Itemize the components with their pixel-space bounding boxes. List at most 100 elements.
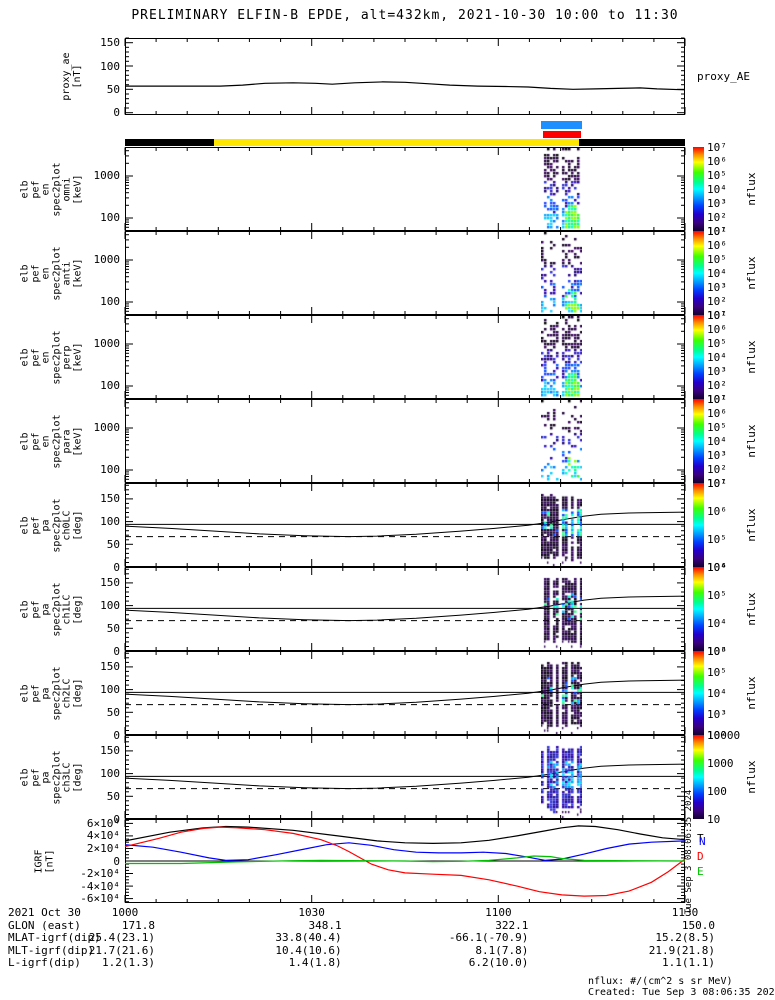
axis-value: 348.1 <box>308 918 342 932</box>
elb_pef_pa_spec2plot_ch3LC-plot <box>124 735 686 820</box>
elb_pef_en_spec2plot_omni-colorbar-tick: 10⁴ <box>707 183 727 196</box>
elb_pef_pa_spec2plot_ch1LC-colorbar-title: nflux <box>745 592 758 626</box>
axis-value: 1030 <box>298 906 325 919</box>
elb_pef_en_spec2plot_anti-colorbar-tick: 10⁶ <box>707 239 727 252</box>
elb_pef_pa_spec2plot_ch2LC-burst-data <box>541 652 583 734</box>
elb_pef_en_spec2plot_omni-colorbar-tick: 10² <box>707 211 727 224</box>
elb_pef_en_spec2plot_perp-colorbar-tick: 10⁴ <box>707 351 727 364</box>
figure-title: PRELIMINARY ELFIN-B EPDE, alt=432km, 202… <box>131 8 679 23</box>
elb_pef_en_spec2plot_perp-ytick: 1000 <box>93 337 121 351</box>
elb_pef_en_spec2plot_para-colorbar <box>693 399 704 483</box>
elb_pef_en_spec2plot_perp-colorbar-tick: 10⁵ <box>707 337 727 350</box>
elb_pef_pa_spec2plot_ch2LC-colorbar-tick: 10⁶ <box>707 645 727 658</box>
elb_pef_pa_spec2plot_ch3LC-colorbar-tick: 100 <box>707 785 727 798</box>
elb_pef_en_spec2plot_omni-colorbar-tick: 10⁷ <box>707 141 727 154</box>
axis-row-label: MLAT-igrf(dip) <box>8 931 101 944</box>
elb_pef_pa_spec2plot_ch1LC-colorbar <box>693 567 704 651</box>
axis-value: 21.9(21.8) <box>648 943 715 957</box>
elb_pef_pa_spec2plot_ch0LC-colorbar-tick: 10⁵ <box>707 533 727 546</box>
epoch-bar-segment <box>579 139 685 146</box>
elb_pef_en_spec2plot_anti-colorbar-tick: 10⁴ <box>707 267 727 280</box>
igrf-ytick: 6×10⁴ <box>86 816 120 830</box>
elb_pef_en_spec2plot_perp-colorbar-tick: 10³ <box>707 365 727 378</box>
elb_pef_en_spec2plot_omni-plot <box>124 147 686 232</box>
elb_pef_pa_spec2plot_ch0LC-colorbar-tick: 10⁴ <box>707 561 727 574</box>
elb_pef_pa_spec2plot_ch0LC-ytick: 100 <box>100 515 120 529</box>
elb_pef_pa_spec2plot_ch2LC-colorbar-tick: 10⁵ <box>707 666 727 679</box>
elb_pef_pa_spec2plot_ch0LC-colorbar-tick: 10⁶ <box>707 505 727 518</box>
elb_pef_en_spec2plot_anti-colorbar-tick: 10⁷ <box>707 225 727 238</box>
elb_pef_pa_spec2plot_ch3LC-ytick: 0 <box>113 812 120 826</box>
elb_pef_pa_spec2plot_ch2LC-ytick: 0 <box>113 728 120 742</box>
elb_pef_pa_spec2plot_ch0LC-ytick: 0 <box>113 560 120 574</box>
side-timestamp: Tue Sep 3 08:06:35 2024 <box>684 789 694 915</box>
axis-value: 1130 <box>671 906 699 919</box>
elb_pef_pa_spec2plot_ch1LC-colorbar-tick: 10⁴ <box>707 617 727 630</box>
elb_pef_en_spec2plot_anti-plot <box>124 231 686 316</box>
elb_pef_en_spec2plot_perp-colorbar-tick: 10⁷ <box>707 309 727 322</box>
axis-value: 10.4(10.6) <box>275 943 342 957</box>
elb_pef_pa_spec2plot_ch1LC-plot <box>124 567 686 652</box>
elb_pef_en_spec2plot_omni-colorbar-tick: 10⁶ <box>707 155 727 168</box>
elb_pef_pa_spec2plot_ch2LC-ytick: 100 <box>100 683 120 697</box>
axis-value: 322.1 <box>495 918 529 932</box>
elb_pef_pa_spec2plot_ch3LC-colorbar <box>693 735 704 819</box>
elb_pef_en_spec2plot_anti-colorbar <box>693 231 704 315</box>
elb_pef_en_spec2plot_anti-colorbar-tick: 10¹ <box>707 309 727 322</box>
elb_pef_pa_spec2plot_ch1LC-ytick: 150 <box>100 576 120 590</box>
elb_pef_en_spec2plot_para-colorbar-tick: 10⁵ <box>707 421 727 434</box>
proxy-ae-right-label: proxy_AE <box>697 69 750 83</box>
axis-value: -66.1(-70.9) <box>448 931 529 944</box>
elb_pef_pa_spec2plot_ch1LC-colorbar-tick: 10⁶ <box>707 561 727 574</box>
elb_pef_pa_spec2plot_ch1LC-burst-data <box>541 568 583 650</box>
elb_pef_en_spec2plot_omni-colorbar-title: nflux <box>745 172 758 206</box>
elb_pef_pa_spec2plot_ch3LC-colorbar-tick: 10 <box>707 813 721 826</box>
elb_pef_pa_spec2plot_ch3LC-colorbar-tick: 1000 <box>707 757 734 770</box>
axis-row-label: MLT-igrf(dip) <box>8 943 95 957</box>
elb_pef_en_spec2plot_anti-colorbar-tick: 10⁵ <box>707 253 727 266</box>
axis-row-label: L-igrf(dip) <box>8 956 81 969</box>
elb_pef_en_spec2plot_anti-ytick: 100 <box>100 295 120 309</box>
axis-value: 1000 <box>111 906 139 919</box>
elb_pef_en_spec2plot_anti-colorbar-title: nflux <box>745 256 758 290</box>
elb_pef_pa_spec2plot_ch2LC-colorbar-tick: 10³ <box>707 708 727 721</box>
elb_pef_en_spec2plot_omni-colorbar-tick: 10³ <box>707 197 727 210</box>
axis-row-label: 2021 Oct 30 <box>8 906 81 919</box>
igrf-ytick: 0 <box>113 854 120 868</box>
elb_pef_pa_spec2plot_ch3LC-ytick: 100 <box>100 767 120 781</box>
axis-value: 33.8(40.4) <box>275 931 342 944</box>
igrf-legend-D: D <box>697 850 704 863</box>
axis-value: 21.7(21.6) <box>88 943 155 957</box>
elb_pef_en_spec2plot_para-burst-data <box>541 400 583 482</box>
elb_pef_pa_spec2plot_ch1LC-ytick: 0 <box>113 644 120 658</box>
elb_pef_en_spec2plot_omni-burst-data <box>541 148 583 230</box>
elb_pef_pa_spec2plot_ch0LC-colorbar-title: nflux <box>745 508 758 542</box>
elb_pef_pa_spec2plot_ch1LC-colorbar-tick: 10³ <box>707 645 727 658</box>
elb_pef_en_spec2plot_perp-colorbar <box>693 315 704 399</box>
elb_pef_pa_spec2plot_ch0LC-colorbar <box>693 483 704 567</box>
igrf-plot <box>124 819 686 903</box>
elb_pef_en_spec2plot_omni-ytick: 1000 <box>93 169 121 183</box>
elb_pef_pa_spec2plot_ch3LC-colorbar-title: nflux <box>745 760 758 794</box>
elb_pef_en_spec2plot_perp-plot <box>124 315 686 400</box>
elb_pef_pa_spec2plot_ch0LC-colorbar-tick: 10⁷ <box>707 477 727 490</box>
igrf-ytick: -2×10⁴ <box>80 867 120 881</box>
axis-value: 1.4(1.8) <box>288 956 342 969</box>
igrf-ytick: -4×10⁴ <box>80 879 120 893</box>
elb_pef_pa_spec2plot_ch2LC-ytick: 50 <box>106 705 120 719</box>
igrf-ytick: 4×10⁴ <box>86 829 120 843</box>
elb_pef_en_spec2plot_omni-colorbar-tick: 10⁵ <box>707 169 727 182</box>
elb_pef_en_spec2plot_perp-colorbar-title: nflux <box>745 340 758 374</box>
igrf-ytick: 2×10⁴ <box>86 841 120 855</box>
elb_pef_pa_spec2plot_ch1LC-ytick: 100 <box>100 599 120 613</box>
elb_pef_en_spec2plot_omni-colorbar <box>693 147 704 231</box>
elb_pef_pa_spec2plot_ch2LC-colorbar-title: nflux <box>745 676 758 710</box>
elb_pef_en_spec2plot_perp-colorbar-tick: 10² <box>707 379 727 392</box>
proxy_ae-ytick: 100 <box>100 59 120 73</box>
created-note: Created: Tue Sep 3 08:06:35 2024 <box>588 987 775 998</box>
epoch-bar-segment <box>125 139 215 146</box>
elb_pef_en_spec2plot_para-colorbar-tick: 10¹ <box>707 477 727 490</box>
axis-value: 1100 <box>485 906 512 919</box>
elb_pef_pa_spec2plot_ch3LC-colorbar-tick: 10000 <box>707 729 741 742</box>
axis-row-label: GLON (east) <box>8 918 81 932</box>
